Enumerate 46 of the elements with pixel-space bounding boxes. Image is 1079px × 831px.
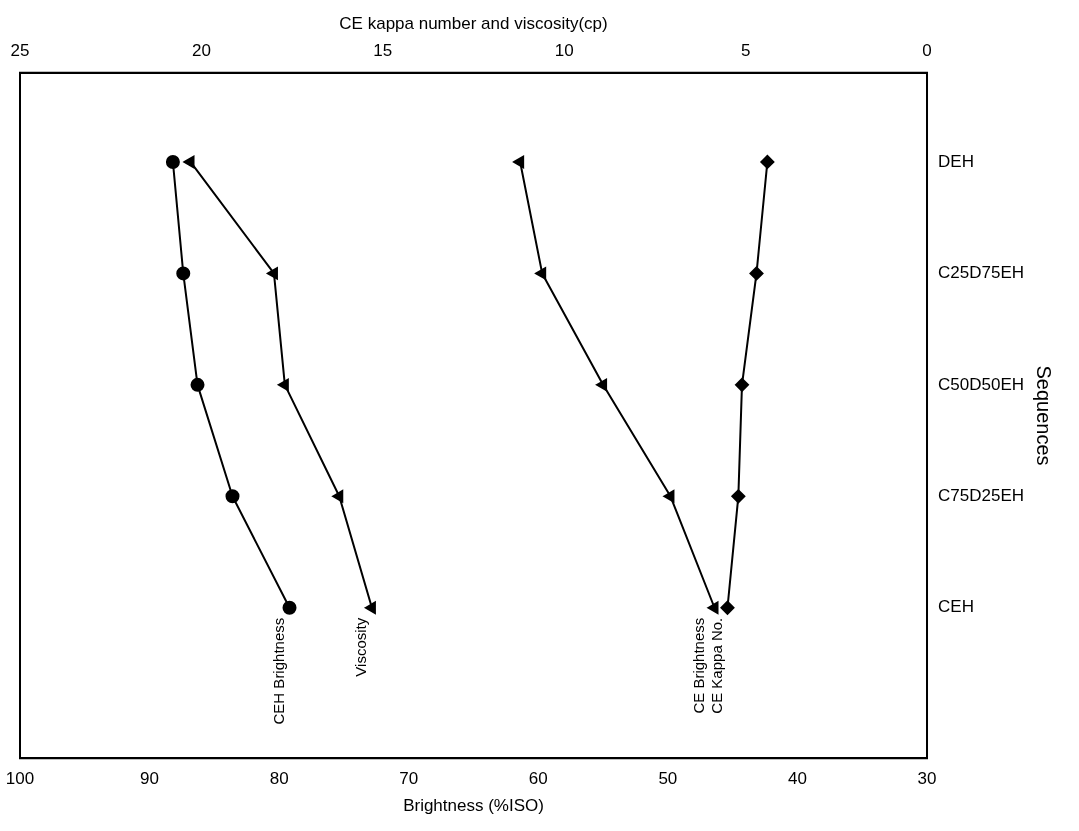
point: [749, 266, 764, 281]
point: [513, 155, 525, 169]
x-tick-label: 60: [528, 769, 548, 789]
x-axis-title: Brightness (%ISO): [403, 796, 544, 816]
x2-tick-label: 25: [10, 41, 30, 61]
text: CEH Brightness: [269, 617, 287, 725]
x2-tick-label: 5: [740, 41, 751, 61]
point: [707, 601, 719, 614]
point: [535, 267, 547, 280]
y-tick-label: C25D75EH: [938, 263, 1025, 283]
y-tick-label: C50D50EH: [938, 374, 1025, 394]
point: [734, 377, 749, 392]
point: [731, 489, 746, 504]
point: [277, 378, 289, 392]
text: CE Kappa No.: [707, 617, 725, 714]
x-tick-label: 100: [5, 769, 35, 789]
point: [266, 267, 278, 280]
point: [364, 601, 376, 614]
x-tick-label: 30: [917, 769, 937, 789]
point: [190, 377, 205, 392]
point: [176, 266, 191, 281]
y-tick-label: CEH: [938, 597, 974, 617]
point: [332, 490, 344, 503]
x-tick-label: 50: [658, 769, 678, 789]
y-tick-label: DEH: [938, 151, 974, 171]
x2-tick-label: 20: [191, 41, 211, 61]
point: [282, 600, 297, 615]
point: [165, 154, 180, 169]
point: [760, 154, 775, 169]
point: [720, 600, 735, 615]
text: Viscosity: [352, 617, 370, 677]
y-axis-title: Sequences: [1033, 365, 1056, 466]
x2-axis-title: CE kappa number and viscosity(cp): [339, 13, 608, 33]
point: [596, 378, 608, 392]
x-tick-label: 40: [787, 769, 807, 789]
x-tick-label: 90: [140, 769, 160, 789]
point: [225, 489, 240, 504]
x2-tick-label: 10: [554, 41, 574, 61]
point: [663, 490, 675, 503]
point: [183, 155, 195, 169]
x-tick-label: 80: [269, 769, 289, 789]
y-tick-label: C75D25EH: [938, 485, 1025, 505]
text: CE Brightness: [689, 617, 707, 714]
x2-tick-label: 15: [373, 41, 393, 61]
x2-tick-label: 0: [922, 41, 932, 61]
x-tick-label: 70: [399, 769, 419, 789]
